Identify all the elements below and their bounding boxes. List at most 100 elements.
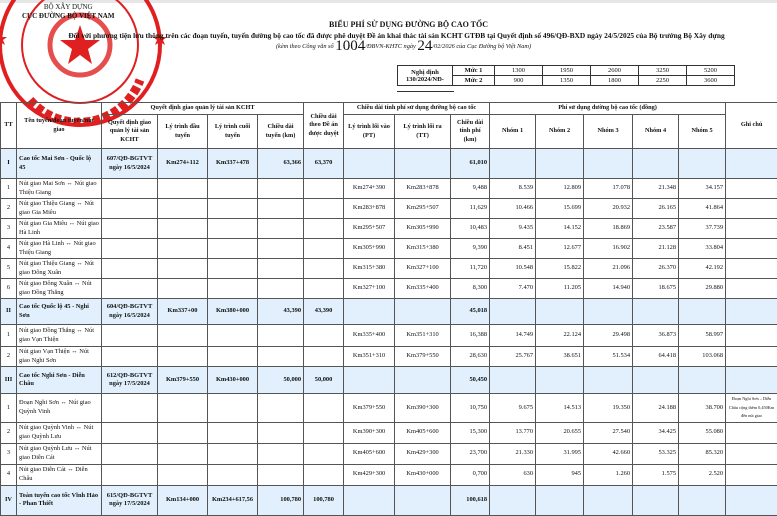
route-name: Nút giao Quỳnh Lưu ↔ Nút giao Diễn Cát [17,443,102,464]
col-group3: Nhóm 3 [584,115,633,149]
route-length [258,219,304,239]
route-length [258,259,304,279]
route-name: Nút giao Đông Xuân ↔ Nút giao Đồng Thắng [17,279,102,299]
route-name: Nút giao Đồng Thắng ↔ Nút giao Vạn Thiện [17,325,102,347]
fee-group-2: 11.205 [536,279,584,299]
entry-chainage: Km305+990 [344,239,395,259]
fee-group-5: 58.997 [679,325,726,347]
fee-group-2: 38.651 [536,347,584,367]
note [726,367,777,394]
row-number: 2 [1,347,17,367]
route-name: Nút giao Hà Linh ↔ Nút giao Thiệu Giang [17,239,102,259]
start-chainage: Km337+00 [158,299,208,325]
charged-length: 100,618 [451,485,490,515]
exit-chainage [395,367,451,394]
entry-chainage: Km429+300 [344,464,395,485]
rate-value: 2600 [591,66,639,76]
fee-group-5: 37.739 [679,219,726,239]
row-number: 3 [1,219,17,239]
fee-group-4 [633,299,679,325]
rate-level: Mức 2 [453,76,495,86]
row-number: 4 [1,239,17,259]
ref-prefix: (kèm theo Công văn số [276,43,335,50]
charged-length: 8,300 [451,279,490,299]
entry-chainage: Km379+550 [344,394,395,423]
decision-number [102,239,158,259]
fee-group-5: 29.880 [679,279,726,299]
exit-chainage: Km335+400 [395,279,451,299]
decision-number [102,325,158,347]
rate-value: 1300 [495,66,543,76]
fee-group-4: 21.348 [633,179,679,199]
fee-group-5 [679,485,726,515]
route-length: 100,780 [258,485,304,515]
route-name: Nút giao Mai Sơn ↔ Nút giao Thiệu Giang [17,179,102,199]
exit-chainage [395,149,451,179]
approved-length [304,219,344,239]
approved-length [304,179,344,199]
route-length [258,179,304,199]
fee-group-5: 103.068 [679,347,726,367]
fee-group-1 [490,485,536,515]
rate-level: Mức 1 [453,66,495,76]
fee-group-1: 9.675 [490,394,536,423]
col-name: Tên tuyến/đoạn tuyến/nút giao [17,103,102,149]
fee-group-3: 29.498 [584,325,633,347]
fee-group-1: 25.767 [490,347,536,367]
note [726,239,777,259]
fee-table: TT Tên tuyến/đoạn tuyến/nút giao Quyết đ… [0,102,777,516]
route-length: 50,000 [258,367,304,394]
note [726,219,777,239]
end-chainage: Km234+617,56 [208,485,258,515]
ref-mid: /ĐBVN-KHTC ngày [365,43,417,50]
end-chainage: Km430+000 [208,367,258,394]
note [726,179,777,199]
note [726,279,777,299]
decision-number [102,259,158,279]
start-chainage [158,199,208,219]
note [726,485,777,515]
charged-length: 45,018 [451,299,490,325]
col-note: Ghi chú [726,103,777,149]
start-chainage [158,422,208,443]
start-chainage [158,239,208,259]
note [726,149,777,179]
fee-group-2 [536,149,584,179]
col-group4: Nhóm 4 [633,115,679,149]
charged-length: 11,720 [451,259,490,279]
exit-chainage: Km295+507 [395,199,451,219]
start-chainage [158,464,208,485]
fee-group-2 [536,485,584,515]
fee-group-2: 12.809 [536,179,584,199]
col-group2: Nhóm 2 [536,115,584,149]
charged-length: 28,630 [451,347,490,367]
col-approved: Chiều dài theo Đề án được duyệt [304,103,344,149]
fee-group-1: 13.770 [490,422,536,443]
end-chainage [208,279,258,299]
fee-group-5: 41.864 [679,199,726,219]
fee-group-5 [679,367,726,394]
charged-length: 11,629 [451,199,490,219]
route-length: 43,390 [258,299,304,325]
start-chainage: Km274+112 [158,149,208,179]
entry-chainage: Km351+310 [344,347,395,367]
end-chainage: Km337+478 [208,149,258,179]
rate-value: 2250 [639,76,687,86]
col-tt: TT [1,103,17,149]
note [726,347,777,367]
fee-group-1: 630 [490,464,536,485]
route-name: Nút giao Gia Miêu ↔ Nút giao Hà Linh [17,219,102,239]
end-chainage [208,422,258,443]
decision-number: 607/QĐ-BGTVT ngày 16/5/2024 [102,149,158,179]
fee-group-5: 85.320 [679,443,726,464]
start-chainage [158,179,208,199]
route-name: Cao tốc Quốc lộ 45 - Nghi Sơn [17,299,102,325]
fee-group-4: 21.128 [633,239,679,259]
entry-chainage [344,149,395,179]
fee-group-2: 15.822 [536,259,584,279]
fee-group-3: 20.932 [584,199,633,219]
approved-length: 43,390 [304,299,344,325]
